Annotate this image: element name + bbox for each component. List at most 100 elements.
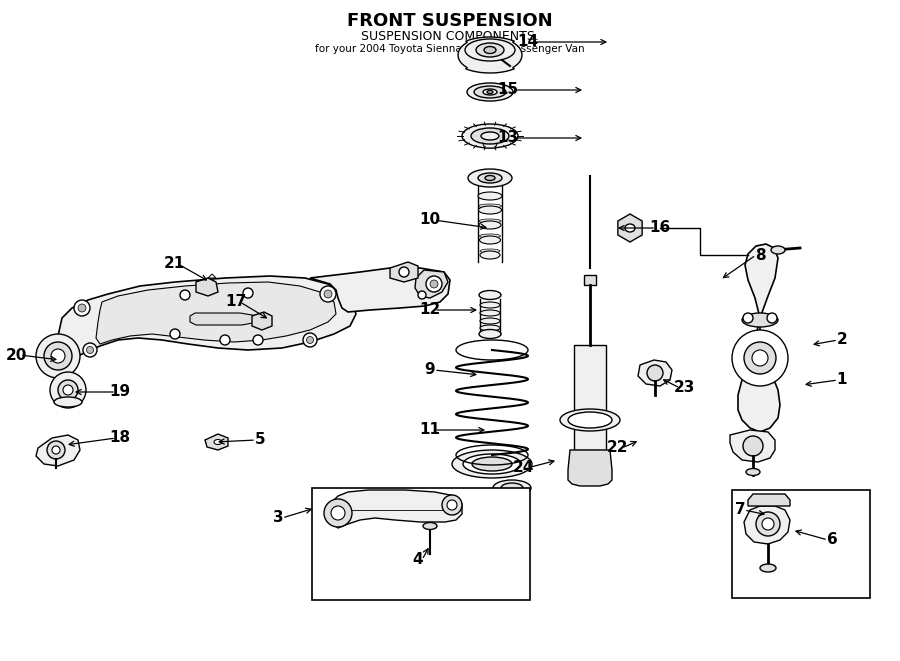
Text: 10: 10 — [419, 212, 441, 227]
Ellipse shape — [479, 204, 501, 208]
Ellipse shape — [480, 251, 500, 259]
Circle shape — [732, 330, 788, 386]
Circle shape — [47, 441, 65, 459]
Polygon shape — [252, 312, 272, 330]
Text: 14: 14 — [518, 34, 538, 50]
Ellipse shape — [468, 169, 512, 187]
Circle shape — [324, 290, 332, 298]
Text: 18: 18 — [110, 430, 130, 446]
Ellipse shape — [480, 249, 500, 253]
Circle shape — [170, 329, 180, 339]
Circle shape — [743, 436, 763, 456]
Polygon shape — [748, 494, 790, 506]
Text: 4: 4 — [413, 553, 423, 568]
Text: 12: 12 — [419, 303, 441, 317]
Circle shape — [243, 288, 253, 298]
Text: 20: 20 — [5, 348, 27, 362]
Polygon shape — [330, 490, 462, 528]
Polygon shape — [310, 268, 450, 312]
Ellipse shape — [483, 89, 497, 95]
Ellipse shape — [480, 234, 500, 238]
Circle shape — [743, 313, 753, 323]
Ellipse shape — [568, 412, 612, 428]
Circle shape — [430, 280, 438, 288]
Circle shape — [52, 446, 60, 454]
Text: 2: 2 — [837, 332, 848, 348]
Ellipse shape — [480, 236, 500, 244]
Circle shape — [74, 300, 90, 316]
Text: 11: 11 — [419, 422, 440, 438]
Circle shape — [58, 380, 78, 400]
Circle shape — [647, 365, 663, 381]
Text: 23: 23 — [673, 381, 695, 395]
Polygon shape — [638, 360, 672, 386]
Text: 17: 17 — [225, 295, 247, 309]
Text: 1: 1 — [837, 373, 847, 387]
Circle shape — [51, 349, 65, 363]
Text: 5: 5 — [255, 432, 266, 447]
Polygon shape — [482, 142, 498, 148]
Circle shape — [756, 512, 780, 536]
Polygon shape — [36, 435, 80, 466]
Circle shape — [447, 500, 457, 510]
Ellipse shape — [746, 469, 760, 475]
Polygon shape — [96, 282, 336, 344]
Text: 8: 8 — [755, 247, 765, 262]
Circle shape — [324, 499, 352, 527]
Text: FRONT SUSPENSION: FRONT SUSPENSION — [347, 12, 553, 30]
Circle shape — [442, 495, 462, 515]
Ellipse shape — [479, 206, 501, 214]
Ellipse shape — [742, 313, 778, 327]
Circle shape — [253, 335, 263, 345]
Polygon shape — [390, 262, 418, 282]
Ellipse shape — [501, 483, 523, 493]
Polygon shape — [208, 274, 216, 278]
Polygon shape — [738, 244, 780, 432]
Ellipse shape — [480, 325, 500, 331]
Text: 6: 6 — [826, 533, 837, 547]
Text: 21: 21 — [164, 256, 184, 272]
Circle shape — [83, 343, 97, 357]
Ellipse shape — [463, 454, 521, 474]
Ellipse shape — [760, 564, 776, 572]
Ellipse shape — [480, 310, 500, 316]
Ellipse shape — [484, 46, 496, 54]
Circle shape — [220, 335, 230, 345]
Text: 9: 9 — [425, 362, 436, 377]
Polygon shape — [415, 270, 448, 298]
Circle shape — [303, 333, 317, 347]
Circle shape — [36, 334, 80, 378]
Circle shape — [320, 286, 336, 302]
Circle shape — [63, 385, 73, 395]
Ellipse shape — [493, 480, 531, 496]
Ellipse shape — [480, 302, 500, 308]
Text: 24: 24 — [512, 461, 534, 475]
Ellipse shape — [479, 329, 501, 338]
Polygon shape — [744, 506, 790, 544]
Circle shape — [180, 290, 190, 300]
Text: 22: 22 — [608, 440, 629, 455]
Circle shape — [331, 506, 345, 520]
Ellipse shape — [479, 219, 501, 223]
Ellipse shape — [452, 450, 532, 478]
Text: 3: 3 — [273, 510, 284, 525]
Ellipse shape — [560, 409, 620, 431]
Ellipse shape — [471, 128, 509, 144]
Polygon shape — [196, 278, 218, 296]
Circle shape — [44, 342, 72, 370]
Text: 7: 7 — [734, 502, 745, 518]
Ellipse shape — [472, 457, 512, 471]
Ellipse shape — [467, 83, 513, 101]
Circle shape — [50, 372, 86, 408]
Text: 19: 19 — [110, 385, 130, 399]
Ellipse shape — [214, 440, 222, 444]
Text: 13: 13 — [498, 130, 518, 145]
Ellipse shape — [625, 224, 635, 232]
Bar — [312, 488, 530, 600]
Circle shape — [752, 350, 768, 366]
Polygon shape — [205, 434, 228, 450]
Polygon shape — [574, 345, 606, 450]
Polygon shape — [584, 275, 596, 285]
Circle shape — [744, 342, 776, 374]
Ellipse shape — [423, 522, 437, 529]
